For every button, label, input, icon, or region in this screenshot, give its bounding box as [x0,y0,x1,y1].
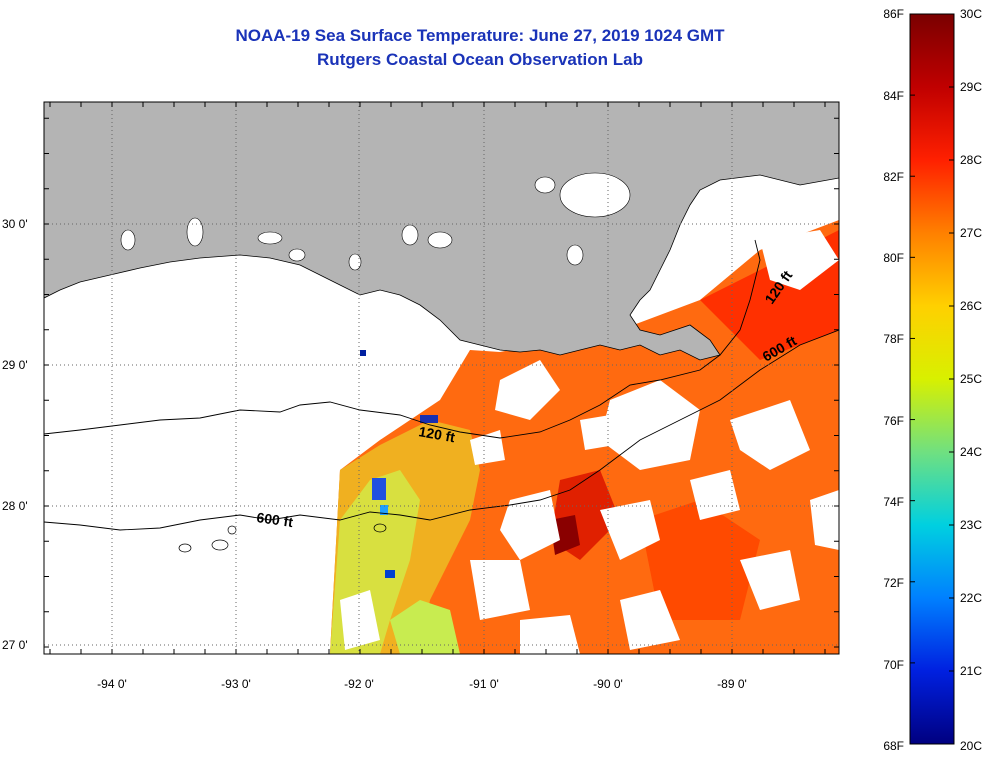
graticule [44,102,839,654]
colorbar-fahrenheit-labels: 86F 84F 82F 80F 78F 76F 74F 72F 70F 68F [883,7,904,753]
colorbar-c-label: 26C [960,299,982,313]
colorbar-c-label: 27C [960,226,982,240]
lat-label: 28 0' [2,499,28,513]
colorbar-c-label: 29C [960,80,982,94]
depth-contours [44,239,839,531]
colorbar-celsius-labels: 30C 29C 28C 27C 26C 25C 24C 23C 22C 21C … [960,7,982,753]
lon-axis-labels: -94 0' -93 0' -92 0' -91 0' -90 0' -89 0… [97,677,747,691]
map-area: 120 ft 600 ft 120 ft 600 ft [44,102,839,654]
colorbar-f-label: 74F [883,495,904,509]
lon-label: -90 0' [593,677,623,691]
sst-blue-patch-5 [360,350,366,356]
colorbar-c-label: 20C [960,739,982,753]
depth-label-600ft-west: 600 ft [256,509,295,530]
colorbar-c-label: 25C [960,372,982,386]
axis-ticks [44,102,839,654]
colorbar-f-label: 84F [883,89,904,103]
colorbar: 86F 84F 82F 80F 78F 76F 74F 72F 70F 68F … [883,7,982,753]
sst-blue-patch-2 [380,505,388,515]
lon-label: -91 0' [469,677,499,691]
colorbar-c-label: 28C [960,153,982,167]
depth-label-120ft-west: 120 ft [417,423,456,445]
sst-green-patch [390,600,460,654]
map-title: NOAA-19 Sea Surface Temperature: June 27… [235,26,725,45]
lon-label: -92 0' [344,677,374,691]
map-frame [43,101,840,655]
colorbar-f-label: 76F [883,414,904,428]
colorbar-f-label: 68F [883,739,904,753]
contour-600ft [44,329,839,531]
colorbar-f-label: 86F [883,7,904,21]
colorbar-c-label: 24C [960,445,982,459]
sst-red-patch-2 [640,500,760,620]
lakes [120,172,631,271]
colorbar-f-label: 82F [883,170,904,184]
colorbar-f-label: 80F [883,251,904,265]
sst-darkred-patch [550,515,580,555]
lat-label: 29 0' [2,358,28,372]
colorbar-c-label: 21C [960,664,982,678]
cloud-patches [340,230,839,654]
lon-label: -89 0' [717,677,747,691]
colorbar-f-label: 70F [883,658,904,672]
sst-blue-patch-1 [372,478,386,500]
sst-blue-patch-3 [420,415,438,423]
lat-label: 30 0' [2,217,28,231]
colorbar-c-label: 30C [960,7,982,21]
lat-label: 27 0' [2,638,28,652]
lon-label: -94 0' [97,677,127,691]
sst-blue-patch-4 [385,570,395,578]
land-mass [44,102,839,361]
colorbar-ticks [910,13,954,745]
map-subtitle: Rutgers Coastal Ocean Observation Lab [317,50,643,69]
colorbar-f-label: 72F [883,576,904,590]
colorbar-c-label: 23C [960,518,982,532]
lat-axis-labels: 30 0' 29 0' 28 0' 27 0' [2,217,28,652]
colorbar-bar [909,13,955,745]
colorbar-f-label: 78F [883,332,904,346]
contour-120ft [44,239,761,439]
lon-label: -93 0' [221,677,251,691]
colorbar-c-label: 22C [960,591,982,605]
